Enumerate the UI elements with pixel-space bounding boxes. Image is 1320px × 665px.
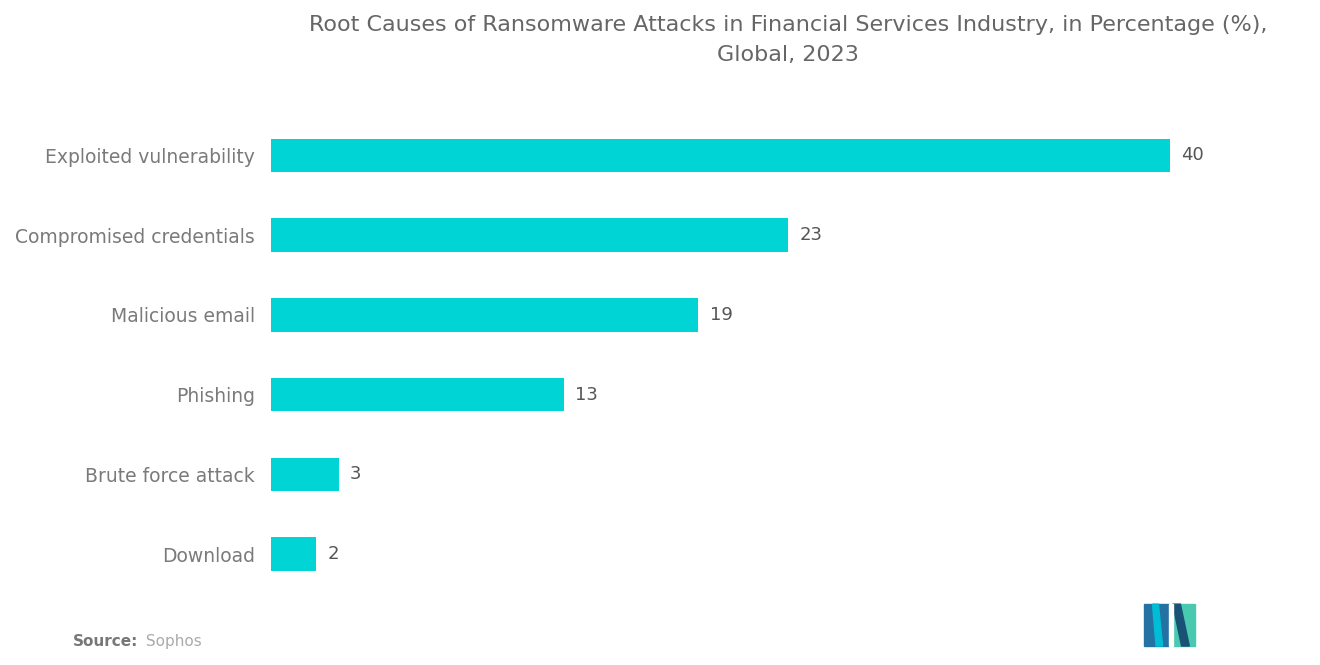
Text: 2: 2 <box>327 545 339 563</box>
Text: 3: 3 <box>350 465 362 483</box>
Bar <box>272 298 698 332</box>
Bar <box>272 138 1171 172</box>
Polygon shape <box>1152 604 1163 646</box>
Polygon shape <box>1172 604 1189 646</box>
Polygon shape <box>1172 604 1196 646</box>
Title: Root Causes of Ransomware Attacks in Financial Services Industry, in Percentage : Root Causes of Ransomware Attacks in Fin… <box>309 15 1267 65</box>
Text: 19: 19 <box>710 306 733 324</box>
Bar <box>272 458 339 491</box>
Bar <box>272 218 788 252</box>
Text: Sophos: Sophos <box>141 634 202 650</box>
Polygon shape <box>1143 604 1168 646</box>
Text: 40: 40 <box>1181 146 1204 164</box>
Bar <box>272 378 564 412</box>
Text: Source:: Source: <box>73 634 139 650</box>
Polygon shape <box>1168 604 1172 646</box>
Text: 13: 13 <box>574 386 598 404</box>
Bar <box>272 537 317 571</box>
Text: 23: 23 <box>800 226 822 244</box>
